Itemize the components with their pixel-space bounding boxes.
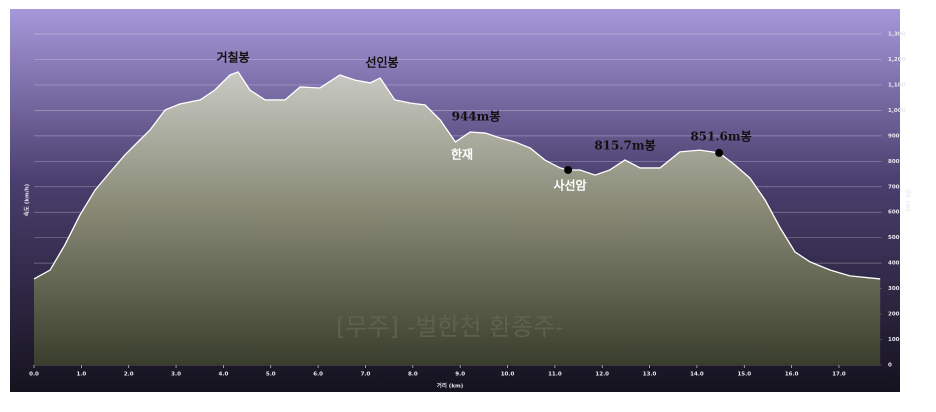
- x-tick-label: 0.0: [29, 372, 39, 378]
- x-tick-label: 6.0: [313, 372, 323, 378]
- y-tick-label: 1,200: [888, 57, 906, 63]
- x-tick-label: 16.0: [785, 372, 799, 378]
- x-tick-label: 13.0: [643, 372, 657, 378]
- peak-annotation: 한재: [451, 147, 473, 162]
- x-axis-label: 거리 (km): [437, 382, 464, 390]
- y-tick-label: 800: [888, 159, 900, 165]
- x-tick-label: 15.0: [737, 372, 751, 378]
- x-tick-label: 9.0: [455, 372, 465, 378]
- y-tick-label: 300: [888, 286, 900, 292]
- waypoint-marker: [564, 165, 573, 174]
- x-tick-label: 3.0: [171, 372, 181, 378]
- waypoint-marker: [715, 148, 724, 157]
- x-tick-label: 7.0: [361, 372, 371, 378]
- peak-annotation: 944m봉: [452, 110, 501, 124]
- peak-annotation: 거칠봉: [216, 50, 249, 65]
- y-tick-label: 100: [888, 337, 900, 343]
- x-tick-label: 4.0: [219, 372, 229, 378]
- peak-annotation: 선인봉: [365, 55, 398, 70]
- y2-axis-label: 고도 (m): [905, 189, 912, 212]
- peak-annotation: 사선암: [553, 178, 586, 193]
- y-tick-label: 900: [888, 133, 900, 139]
- x-tick-label: 8.0: [408, 372, 418, 378]
- x-tick-label: 2.0: [124, 372, 134, 378]
- x-tick-label: 14.0: [690, 372, 704, 378]
- y-tick-label: 500: [888, 235, 900, 241]
- y-tick-label: 400: [888, 261, 900, 267]
- x-tick-label: 1.0: [76, 372, 86, 378]
- x-tick-label: 5.0: [266, 372, 276, 378]
- elevation-area: [34, 71, 881, 366]
- x-tick-label: 10.0: [501, 372, 515, 378]
- x-tick-label: 17.0: [832, 372, 846, 378]
- y-axis-label: 속도 (km/h): [23, 183, 31, 216]
- y-tick-label: 600: [888, 210, 900, 216]
- y-tick-label: 1,000: [888, 108, 906, 114]
- x-tick-label: 11.0: [548, 372, 562, 378]
- peak-annotation: 815.7m봉: [594, 139, 655, 153]
- y-tick-label: 200: [888, 312, 900, 318]
- y-tick-label: 0: [888, 363, 892, 369]
- y-tick-label: 1,300: [888, 32, 906, 38]
- x-tick-label: 12.0: [595, 372, 609, 378]
- peak-annotation: 851.6m봉: [690, 130, 751, 144]
- y-tick-label: 700: [888, 184, 900, 190]
- y-tick-label: 1,100: [888, 82, 906, 88]
- watermark: [무주] -벌한천 환종주-: [336, 313, 564, 341]
